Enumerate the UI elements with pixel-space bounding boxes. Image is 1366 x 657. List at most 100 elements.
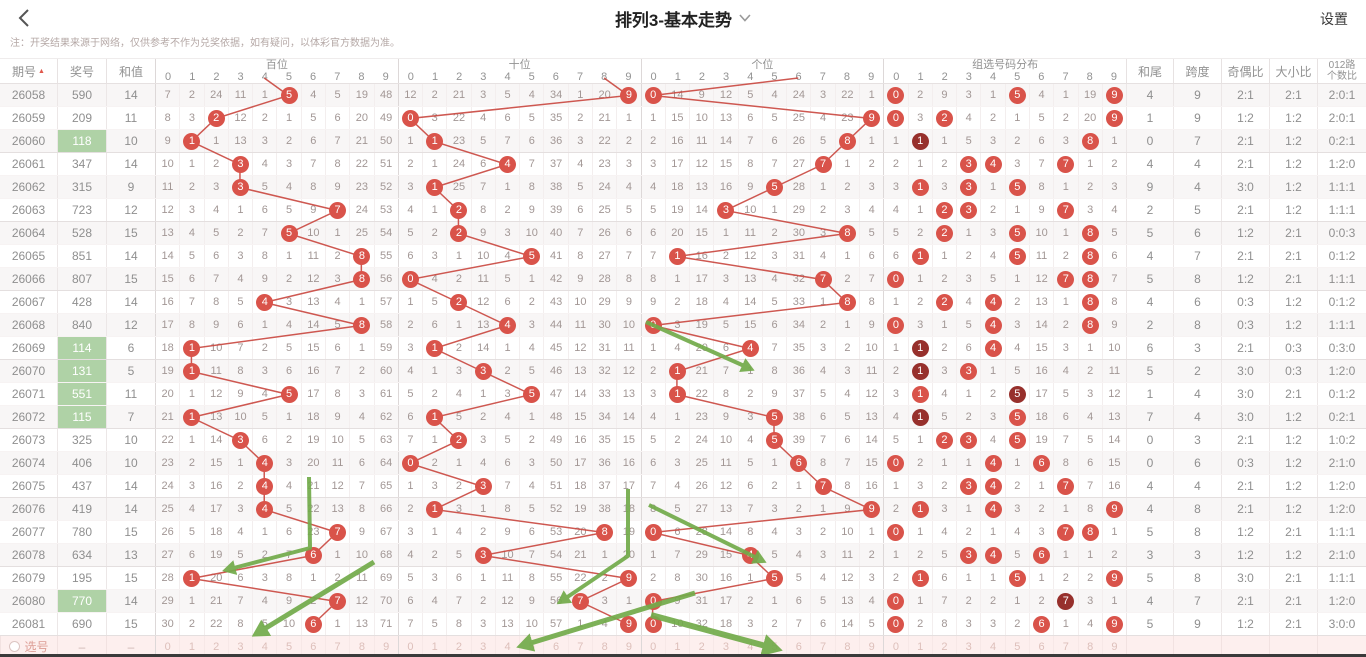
miss-cell: 1 (737, 567, 762, 589)
miss-cell: 1 (980, 521, 1004, 543)
miss-cell: 3 (761, 245, 786, 267)
miss-cell: 3 (203, 176, 228, 198)
miss-cell: 31 (689, 590, 713, 612)
sum-cell: 11 (106, 107, 155, 129)
selection-digit[interactable]: 8 (834, 636, 859, 657)
title-dropdown[interactable]: 排列3-基本走势 (615, 0, 751, 36)
big-small-cell: 0:3 (1269, 337, 1317, 359)
selection-digit[interactable]: 9 (373, 636, 398, 657)
miss-cell: 7 (407, 434, 414, 446)
section-bai: 22 1 14 3 6 2 19 10 5 63 (155, 429, 398, 451)
miss-cell: 8 (737, 153, 762, 175)
section-ge: 7 1 16 2 12 3 31 4 1 6 (640, 245, 884, 267)
selection-digit[interactable]: 3 (956, 636, 980, 657)
tail-cell: 4 (1126, 475, 1173, 497)
miss-cell: 3 (956, 360, 980, 382)
column-header-issue[interactable]: 期号 ▲ (0, 59, 57, 83)
selection-digit[interactable]: 5 (1004, 636, 1029, 657)
selection-digit[interactable]: 1 (179, 636, 203, 657)
miss-cell: 5 (956, 130, 980, 152)
miss-cell: 5 (324, 314, 349, 336)
selection-digit[interactable]: 4 (980, 636, 1004, 657)
miss-cell: 2 (252, 107, 276, 129)
selection-digit[interactable]: 0 (407, 640, 414, 653)
selection-digit[interactable]: 0 (164, 640, 171, 653)
miss-cell: 8 (164, 112, 171, 124)
section-shi: 2 6 1 13 4 3 44 11 30 10 (397, 314, 641, 336)
issue-cell: 26070 (11, 364, 46, 378)
digit-header: 3 (480, 71, 487, 83)
miss-cell: 1 (227, 452, 252, 474)
miss-cell: 5 (252, 176, 276, 198)
selection-digit[interactable]: 9 (859, 636, 883, 657)
miss-cell: 3 (407, 526, 414, 538)
selection-digit[interactable]: 6 (1028, 636, 1053, 657)
miss-cell: 11 (713, 452, 737, 474)
selection-digit[interactable]: 7 (324, 636, 349, 657)
miss-cell: 3 (810, 337, 834, 359)
miss-cell: 5 (1028, 107, 1053, 129)
miss-cell: 1 (179, 337, 203, 359)
selection-digit[interactable]: 6 (786, 636, 810, 657)
digit-header: 0 (650, 71, 657, 83)
miss-cell: 7 (1101, 268, 1126, 290)
selection-digit[interactable]: 3 (470, 636, 495, 657)
back-button[interactable] (14, 7, 36, 29)
miss-cell: 2 (300, 590, 325, 612)
miss-cell: 2 (907, 84, 932, 106)
miss-cell: 8 (203, 291, 228, 313)
column-header-number: 奖号 (57, 59, 106, 83)
miss-cell: 16 (1101, 475, 1126, 497)
miss-cell: 5 (407, 388, 414, 400)
miss-cell: 1 (956, 567, 980, 589)
table-row: 26076 419 14 25 4 17 3 4 5 22 13 8 66 2 1 3 1 8 5 52 19 38 18 8… (0, 498, 1366, 521)
miss-cell: 1 (1077, 153, 1102, 175)
selection-digit[interactable]: 1 (907, 636, 932, 657)
selection-digit[interactable]: 7 (1053, 636, 1077, 657)
miss-cell: 24 (161, 480, 174, 492)
miss-cell: 4 (761, 521, 786, 543)
settings-button[interactable]: 设置 (1320, 11, 1348, 27)
miss-cell: 2 (931, 291, 956, 313)
miss-cell: 4 (650, 411, 657, 423)
digit-header: 2 (456, 71, 463, 83)
section-shi: 4 2 5 3 10 7 54 21 1 20 (397, 544, 641, 566)
selection-digit[interactable]: 1 (422, 636, 446, 657)
miss-cell: 19 (203, 544, 228, 566)
big-small-cell: 1:2 (1269, 291, 1317, 313)
selection-digit[interactable]: 2 (203, 636, 228, 657)
odd-even-cell: 2:1 (1221, 153, 1269, 175)
selection-digit[interactable]: 2 (931, 636, 956, 657)
miss-cell: 7 (810, 429, 834, 451)
selection-digit[interactable]: 8 (349, 636, 373, 657)
selection-digit[interactable]: 2 (446, 636, 470, 657)
selection-digit[interactable]: 7 (810, 636, 834, 657)
miss-cell: 13 (227, 130, 252, 152)
selection-digit[interactable]: 4 (252, 636, 276, 657)
route-cell: 0:1:2 (1317, 245, 1366, 267)
selection-digit[interactable]: 8 (1077, 636, 1102, 657)
miss-cell: 7 (324, 590, 349, 612)
span-cell: 5 (1173, 199, 1221, 221)
number-cell: 347 (57, 153, 106, 175)
sum-cell: 12 (106, 199, 155, 221)
hit-circle: 5 (1008, 178, 1026, 196)
sort-ascending-icon: ▲ (38, 67, 45, 75)
miss-cell: 3 (446, 498, 470, 520)
selection-digit[interactable]: 6 (300, 636, 325, 657)
miss-cell: 9 (519, 590, 543, 612)
miss-cell: 2 (931, 475, 956, 497)
miss-cell: 1 (761, 590, 786, 612)
selection-digit[interactable]: 9 (1101, 636, 1126, 657)
selection-digit[interactable]: 3 (227, 636, 252, 657)
selection-digit[interactable]: 4 (494, 636, 519, 657)
selection-digit[interactable]: 5 (276, 636, 300, 657)
select-number-radio[interactable] (9, 641, 21, 652)
miss-cell: 8 (1053, 452, 1077, 474)
miss-cell: 1 (664, 383, 689, 405)
miss-cell: 23 (349, 176, 373, 198)
selection-digit[interactable]: 0 (892, 640, 899, 653)
hit-circle: 9 (620, 569, 638, 587)
table-row: 26062 315 9 11 2 3 3 5 4 8 9 23 52 3 1 25 7 1 8 38 5 24 4 4 18 13… (0, 176, 1366, 199)
issue-cell: 26071 (11, 387, 46, 401)
